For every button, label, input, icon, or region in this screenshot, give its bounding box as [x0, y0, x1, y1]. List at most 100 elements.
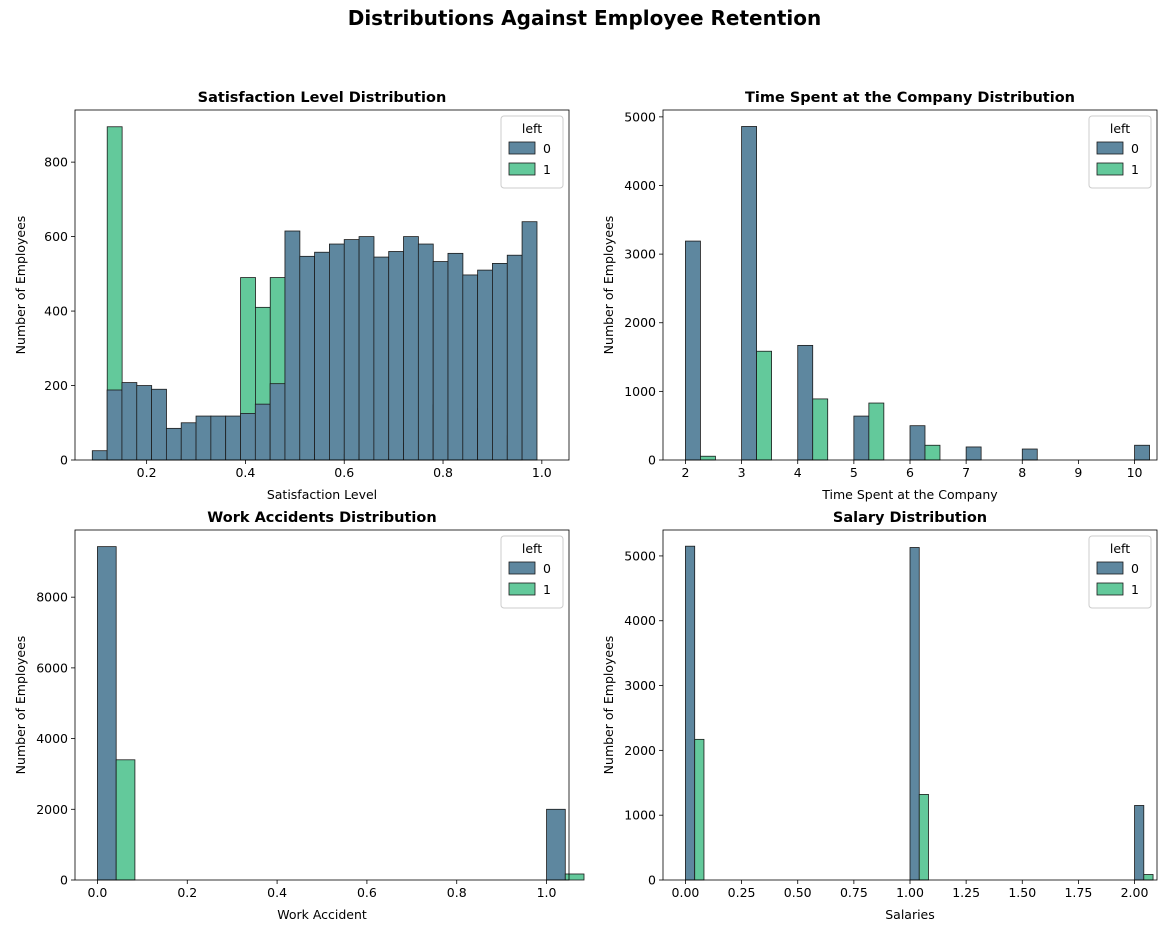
y-tick-label: 0 [648, 873, 656, 888]
x-axis-label: Time Spent at the Company [821, 487, 998, 502]
x-tick-label: 1.50 [1008, 885, 1036, 900]
bar-series-1 [868, 402, 885, 461]
y-tick-label: 1000 [624, 384, 656, 399]
y-tick-label: 5000 [624, 548, 656, 563]
y-tick-label: 8000 [36, 590, 68, 605]
legend-label: 1 [1131, 162, 1139, 177]
bar-series-1 [812, 398, 829, 461]
bar-series-0 [314, 251, 330, 461]
bar-series-0 [210, 415, 227, 461]
chart-panel-3: 0.0 0.2 0.4 0.6 0.8 1.0 0 2000 4000 6000 8000 Work … [13, 510, 585, 922]
plot-frame [662, 109, 1158, 461]
x-tick-label: 0.00 [672, 885, 700, 900]
bar-series-1 [115, 759, 136, 881]
legend-label: 0 [1131, 141, 1139, 156]
y-tick-label: 200 [44, 378, 68, 393]
x-tick-label: 0.4 [267, 885, 287, 900]
y-axis-label: Number of Employees [13, 216, 28, 355]
x-tick-label: 0.4 [235, 465, 255, 480]
y-tick-label: 800 [44, 155, 68, 170]
legend-label: 1 [543, 582, 551, 597]
bar-series-0 [685, 545, 696, 881]
y-tick-label: 1000 [624, 808, 656, 823]
x-axis-label: Salaries [885, 907, 935, 922]
bar-series-0 [299, 255, 316, 461]
x-tick-label: 4 [794, 465, 802, 480]
bar-series-0 [254, 403, 271, 461]
bar-series-0 [225, 415, 241, 461]
x-tick-label: 6 [906, 465, 914, 480]
bar-series-0 [417, 243, 434, 461]
bar-series-0 [180, 422, 197, 461]
y-tick-label: 2000 [36, 802, 68, 817]
y-tick-label: 5000 [624, 109, 656, 124]
bar-series-0 [853, 415, 870, 461]
bar-series-0 [151, 388, 167, 461]
chart-panel-4: 0.00 0.25 0.50 0.75 1.00 1.25 1.50 1.75 2.00 0 100… [601, 510, 1158, 922]
bar-series-1 [924, 444, 941, 461]
chart-title: Salary Distribution [833, 510, 987, 526]
x-tick-label: 0.50 [784, 885, 812, 900]
bar-series-0 [121, 382, 138, 461]
legend-title: left [522, 541, 542, 556]
bar-series-0 [269, 383, 286, 461]
y-axis-label: Number of Employees [601, 216, 616, 355]
bar-series-0 [1134, 805, 1145, 881]
x-tick-label: 1.0 [537, 885, 557, 900]
x-tick-label: 1.25 [952, 885, 980, 900]
y-tick-label: 4000 [624, 613, 656, 628]
legend-label: 0 [543, 141, 551, 156]
plot-frame [74, 109, 570, 461]
y-tick-label: 3000 [624, 678, 656, 693]
chart-title: Satisfaction Level Distribution [198, 90, 447, 106]
chart-title: Time Spent at the Company Distribution [745, 90, 1075, 106]
y-tick-label: 400 [44, 304, 68, 319]
y-tick-label: 0 [648, 453, 656, 468]
legend-swatch-0 [1096, 561, 1124, 575]
bar-series-0 [195, 415, 212, 461]
legend-title: left [1110, 121, 1130, 136]
bar-series-0 [240, 413, 256, 461]
x-tick-label: 0.0 [88, 885, 108, 900]
legend-label: 0 [543, 561, 551, 576]
bar-series-0 [477, 269, 493, 461]
bar-series-0 [447, 252, 464, 461]
y-tick-label: 4000 [624, 178, 656, 193]
legend-swatch-1 [508, 582, 536, 596]
x-tick-label: 1.75 [1064, 885, 1092, 900]
legend-label: 1 [543, 162, 551, 177]
legend-swatch-0 [508, 141, 536, 155]
bar-series-1 [918, 794, 929, 881]
bar-series-1 [1143, 874, 1154, 881]
bar-series-0 [909, 547, 920, 881]
x-tick-label: 0.2 [177, 885, 197, 900]
bar-series-0 [506, 254, 523, 461]
y-tick-label: 6000 [36, 660, 68, 675]
x-tick-label: 0.6 [357, 885, 377, 900]
x-tick-label: 1.0 [532, 465, 552, 480]
x-tick-label: 7 [962, 465, 970, 480]
plot-frame [74, 529, 570, 881]
chart-title: Work Accidents Distribution [207, 510, 436, 526]
x-tick-label: 9 [1074, 465, 1082, 480]
bar-series-0 [909, 425, 926, 461]
bar-series-0 [91, 450, 108, 461]
y-axis-label: Number of Employees [601, 636, 616, 775]
legend-swatch-0 [1096, 141, 1124, 155]
bar-series-0 [284, 230, 301, 461]
x-tick-label: 0.25 [728, 885, 756, 900]
bar-series-0 [492, 262, 508, 461]
legend-swatch-1 [508, 162, 536, 176]
bar-series-0 [965, 446, 982, 461]
x-tick-label: 0.6 [334, 465, 354, 480]
bar-series-0 [432, 261, 449, 461]
bar-series-0 [1021, 448, 1038, 461]
x-tick-label: 0.8 [447, 885, 467, 900]
figure-title: Distributions Against Employee Retention [347, 6, 822, 30]
bar-series-0 [97, 546, 117, 881]
